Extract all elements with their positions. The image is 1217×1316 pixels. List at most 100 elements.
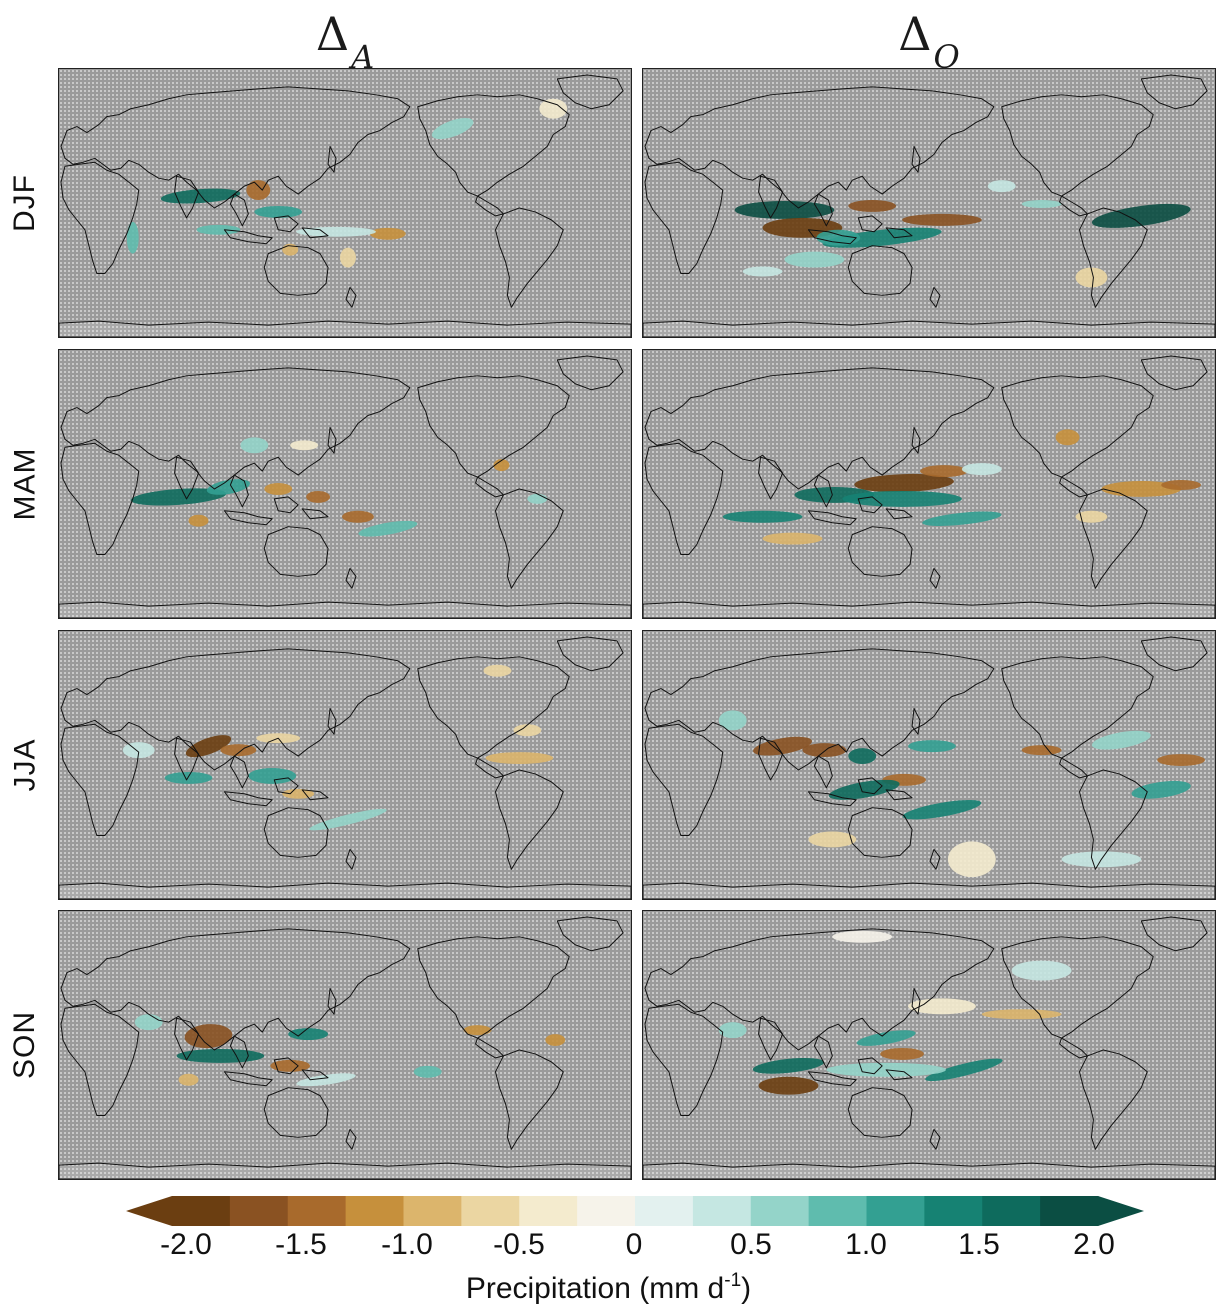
coastline [223, 1071, 273, 1087]
anomaly-patch [206, 479, 251, 495]
coastline [1059, 757, 1088, 779]
coastline [813, 755, 833, 789]
anomaly-patch [961, 463, 1002, 476]
anomaly-patch [254, 205, 303, 218]
coastline [556, 636, 624, 672]
coastline [229, 755, 249, 789]
coastline [556, 74, 624, 110]
anomaly-patch [134, 1014, 163, 1031]
anomaly-patch [922, 511, 1002, 526]
coastline [60, 367, 411, 490]
coastline [911, 987, 921, 1015]
anomaly-patch [1091, 730, 1151, 750]
row-label-djf: DJF [0, 68, 50, 338]
coastline [847, 526, 913, 577]
coastline [929, 286, 941, 308]
subscript: A [351, 38, 375, 76]
anomaly-patch [188, 514, 209, 527]
colorbar-tick: 0 [625, 1228, 643, 1261]
coastline [807, 791, 857, 807]
coastline [59, 882, 631, 899]
anomaly-layer [718, 930, 1072, 1095]
anomaly-patch [842, 490, 962, 507]
coastline [643, 882, 1215, 899]
map-drawing [643, 74, 1215, 337]
anomaly-patch [784, 251, 845, 268]
coastline [644, 86, 995, 209]
anomaly-patch [527, 493, 548, 504]
anomaly-patch [545, 1034, 566, 1046]
coastline [263, 526, 329, 577]
map-panel-son-delta-o [642, 910, 1216, 1180]
coastline [1059, 1037, 1088, 1059]
anomaly-patch [160, 188, 241, 204]
coastline [1059, 195, 1088, 217]
coastline [223, 229, 273, 245]
anomaly-patch [902, 799, 982, 820]
coastline [345, 567, 357, 589]
coastline [59, 320, 631, 337]
map-panel-mam-delta-o [642, 349, 1216, 619]
colorbar-label-close: ) [741, 1272, 752, 1305]
anomaly-patch [463, 1025, 492, 1036]
colorbar-segment [403, 1196, 462, 1226]
anomaly-patch [178, 1073, 199, 1086]
row-label-text: MAM [8, 447, 41, 521]
colorbar-tick: -0.5 [493, 1228, 545, 1261]
colorbar-segment [866, 1196, 925, 1226]
anomaly-patch [184, 1024, 233, 1049]
anomaly-patch [264, 483, 293, 495]
coastline-layer [59, 916, 631, 1179]
anomaly-patch [306, 490, 331, 503]
anomaly-patch [753, 736, 812, 756]
coastline [494, 769, 564, 870]
anomaly-patch [832, 930, 893, 943]
anomaly-patch [752, 1057, 825, 1074]
anomaly-patch [296, 1073, 356, 1087]
coastline [1078, 488, 1148, 589]
coastline-layer [643, 636, 1215, 899]
coastline [273, 777, 299, 795]
coastline [857, 1057, 883, 1075]
colorbar-segment [924, 1196, 983, 1226]
colorbar-segment [461, 1196, 520, 1226]
coastline [911, 145, 921, 173]
coastline [813, 474, 833, 508]
coastline [60, 161, 140, 274]
anomaly-patch [1055, 429, 1080, 446]
coastline [327, 426, 337, 454]
row-label-son: SON [0, 910, 50, 1180]
coastline [60, 648, 411, 771]
map-drawing [643, 916, 1215, 1179]
coastline [643, 601, 1215, 618]
anomaly-patch [1091, 203, 1191, 228]
anomaly-patch [539, 98, 568, 119]
anomaly-patch [130, 488, 227, 506]
anomaly-patch [493, 459, 510, 472]
coastline [911, 426, 921, 454]
colorbar-segment [229, 1196, 289, 1226]
coastline [174, 456, 200, 500]
coastline [807, 510, 857, 526]
map-drawing [59, 916, 631, 1179]
anomaly-patch [176, 1048, 265, 1063]
coastline [174, 737, 200, 781]
anomaly-patch [485, 752, 554, 765]
anomaly-layer [734, 180, 1191, 288]
coastline [60, 723, 140, 836]
coastline [417, 375, 570, 478]
anomaly-layer [718, 710, 1206, 878]
colorbar-segment [172, 1196, 231, 1226]
delta-symbol: Δ [898, 7, 932, 61]
anomaly-patch [240, 437, 269, 454]
coastline [229, 474, 249, 508]
coastline [417, 656, 570, 759]
anomaly-patch [925, 1058, 1003, 1082]
map-panel-son-delta-a [58, 910, 632, 1180]
coastline [1001, 936, 1154, 1039]
coastline [644, 648, 995, 771]
anomaly-patch [828, 779, 900, 800]
coastline [758, 1017, 784, 1061]
anomaly-patch [413, 1065, 442, 1078]
anomaly-patch [734, 201, 835, 219]
